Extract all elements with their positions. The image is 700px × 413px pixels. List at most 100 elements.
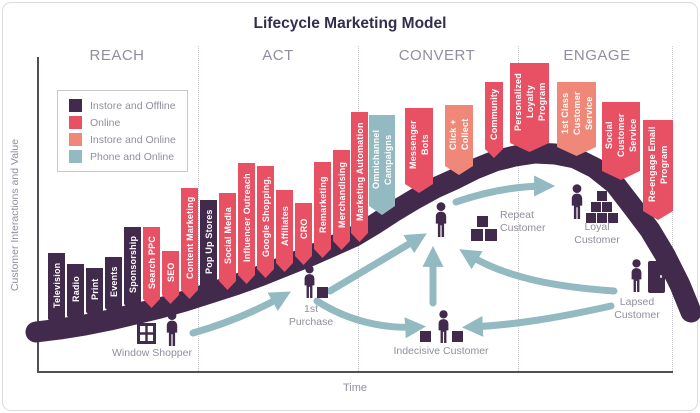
ribbon-label: Radio	[70, 276, 81, 303]
ribbon-label: Re-engage Email Program	[647, 126, 669, 203]
ribbon-marketing-automation: Marketing Automation	[351, 112, 368, 242]
ribbon-label: Influencer Outreach	[241, 173, 252, 263]
ribbon-label: Content Marketing	[184, 196, 195, 280]
x-axis-label: Time	[342, 382, 368, 394]
phase-act: ACT	[262, 47, 294, 64]
ribbon-label: Search PPC	[146, 235, 157, 289]
legend-item: Phone and Online	[69, 148, 187, 165]
legend-item: Instore and Offline	[69, 97, 187, 114]
ribbon-label: Pop Up Stores	[203, 209, 214, 275]
purchase-box-icon	[591, 202, 601, 212]
1st-purchase-label: 1st Purchase	[288, 303, 334, 328]
ribbon-label: Sponsorship	[127, 235, 138, 294]
ribbon-1st-class-customer-service: 1st Class Customer Service	[557, 82, 596, 156]
purchase-box-icon	[471, 229, 483, 241]
purchase-box-icon	[420, 331, 431, 342]
purchase-box-icon	[586, 213, 596, 223]
ribbon-personalized-loyalty-program: Personalized Loyalty Program	[510, 63, 549, 152]
phase-divider	[198, 46, 199, 371]
ribbon-search-ppc: Search PPC	[143, 227, 160, 308]
ribbon-re-engage-email-program: Re-engage Email Program	[643, 120, 673, 220]
ribbon-television: Television	[48, 253, 65, 328]
loyal-customer-person-icon	[571, 184, 583, 219]
ribbon-content-marketing: Content Marketing	[181, 188, 198, 299]
phase-convert: CONVERT	[398, 47, 476, 64]
purchase-box-icon	[597, 191, 607, 201]
ribbon-label: Community	[489, 88, 499, 141]
ribbon-cro: CRO	[295, 203, 312, 265]
ribbon-label: Affiliates	[279, 205, 290, 246]
ribbon-label: Events	[108, 266, 119, 297]
ribbon-label: Print	[89, 278, 100, 300]
repeat-customer-person-icon	[435, 202, 447, 237]
ribbon-social-customer-service: Social Customer Service	[602, 102, 640, 180]
indecisive-customer-person-icon	[438, 310, 449, 344]
legend-label: Instore and Offline	[90, 99, 176, 112]
ribbon-merchandising: Merchandising	[333, 150, 350, 250]
ribbon-label: Click + Collect	[448, 118, 470, 151]
legend: Instore and Offline Online Instore and O…	[57, 90, 188, 172]
ribbon-sponsorship: Sponsorship	[124, 227, 141, 313]
ribbon-label: Marketing Automation	[354, 122, 365, 221]
ribbon-google-shopping: Google Shopping,	[257, 166, 274, 278]
ribbon-label: Omnichannel Campaigns	[371, 129, 393, 190]
ribbon-influencer-outreach: Influencer Outreach	[238, 163, 255, 284]
1st-purchase-person-icon	[304, 265, 315, 299]
ribbon-label: Messenger Bots	[408, 120, 430, 170]
loyal-customer-label: Loyal Customer	[574, 221, 620, 246]
purchase-box-icon	[602, 202, 612, 212]
page-title: Lifecycle Marketing Model	[253, 15, 447, 32]
ribbon-label: Merchandising	[336, 161, 347, 228]
lapsed-customer-person-icon	[631, 259, 642, 293]
ribbon-pop-up-stores: Pop Up Stores	[200, 200, 217, 295]
ribbon-label: Personalized Loyalty Program	[512, 73, 547, 131]
y-axis-line	[37, 57, 39, 373]
ribbon-messenger-bots: Messenger Bots	[405, 108, 433, 193]
legend-swatch-phone-online	[69, 150, 82, 163]
y-axis-label: Customer Interactions and Value	[9, 138, 21, 292]
purchase-box-icon	[608, 213, 618, 223]
purchase-box-icon	[477, 216, 488, 227]
ribbon-label: Social Customer Service	[604, 113, 638, 158]
purchase-box-icon	[452, 331, 463, 342]
ribbon-label: Remarketing	[317, 176, 328, 233]
ribbon-radio: Radio	[67, 264, 84, 325]
ribbon-events: Events	[105, 257, 122, 317]
legend-label: Instore and Online	[90, 133, 176, 146]
ribbon-label: CRO	[298, 218, 309, 239]
legend-swatch-instore-offline	[69, 99, 82, 112]
x-axis-line	[37, 371, 673, 373]
repeat-customer-label: Repeat Customer	[500, 209, 546, 234]
legend-label: Online	[90, 116, 121, 129]
ribbon-print: Print	[86, 268, 103, 321]
window-shopper-person-icon	[166, 311, 178, 346]
legend-item: Instore and Online	[69, 131, 187, 148]
ribbon-label: SEO	[165, 262, 176, 282]
purchase-box-icon	[485, 229, 497, 241]
lapsed-customer-label: Lapsed Customer	[614, 296, 660, 321]
ribbon-remarketing: Remarketing	[314, 162, 331, 258]
ribbon-seo: SEO	[162, 251, 179, 304]
ribbon-label: Television	[51, 262, 62, 308]
legend-swatch-online	[69, 116, 82, 129]
purchase-box-icon	[597, 213, 607, 223]
indecisive-customer-label: Indecisive Customer	[393, 345, 489, 357]
window-icon	[137, 323, 156, 344]
window-shopper-label: Window Shopper	[112, 347, 192, 359]
phase-engage: ENGAGE	[563, 47, 631, 64]
ribbon-social-media: Social Media	[219, 193, 236, 290]
ribbon-label: Google Shopping,	[260, 176, 271, 257]
ribbon-label: 1st Class Customer Service	[559, 91, 594, 136]
ribbon-omnichannel-campaigns: Omnichannel Campaigns	[369, 115, 395, 215]
ribbon-community: Community	[485, 82, 503, 158]
ribbon-label: Social Media	[222, 207, 233, 265]
door-knob	[659, 275, 662, 278]
legend-label: Phone and Online	[90, 150, 175, 163]
door-icon	[648, 261, 665, 293]
ribbon-affiliates: Affiliates	[276, 190, 293, 272]
phase-reach: REACH	[89, 47, 145, 64]
legend-item: Online	[69, 114, 187, 131]
purchase-box-icon	[317, 287, 328, 298]
ribbon-click-collect: Click + Collect	[445, 105, 473, 175]
